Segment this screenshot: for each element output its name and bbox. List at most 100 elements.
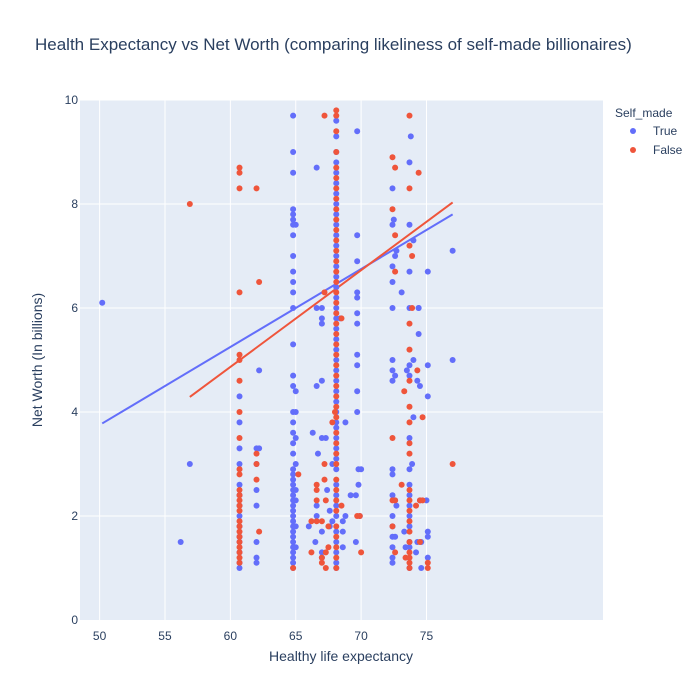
legend-label-false: False [653,143,683,157]
point-false [295,471,302,478]
point-false [236,164,243,171]
point-true [416,383,423,389]
point-true [389,471,396,478]
point-false [419,497,426,504]
point-false [318,518,325,525]
point-false [333,107,340,114]
point-false [313,481,320,488]
point-true [424,393,431,400]
point-false [333,331,340,337]
point-true [290,533,297,540]
point-false [236,544,243,551]
point-false [236,377,243,384]
point-true [389,492,396,499]
point-true [313,513,320,519]
point-true [389,466,396,473]
point-true [236,565,243,571]
point-false [333,299,340,306]
point-false [313,497,320,504]
point-true [292,523,299,530]
point-true [99,299,106,306]
point-false [325,544,332,551]
point-true [256,367,263,374]
point-false [406,507,413,514]
point-true [305,523,312,530]
point-false [236,487,243,493]
point-true [406,362,413,369]
point-false [356,513,363,519]
legend-title: Self_made [615,106,673,120]
point-true [290,253,297,259]
point-true [324,487,331,493]
legend-marker-true [630,128,636,134]
point-false [416,539,423,545]
point-false [236,289,243,296]
point-true [236,445,243,452]
point-true [333,284,340,291]
point-false [253,185,260,192]
point-true [290,513,297,519]
point-true [292,487,299,493]
point-true [389,279,396,285]
point-true [322,435,329,441]
x-axis-title: Healthy life expectancy [269,648,413,664]
point-true [398,289,405,296]
point-true [449,357,456,363]
point-true [333,455,340,462]
point-true [318,528,325,535]
point-false [313,487,320,493]
point-false [333,476,340,483]
point-true [406,544,413,551]
point-true [354,232,361,239]
point-true [290,502,297,509]
point-false [331,409,338,415]
point-false [424,565,431,571]
point-true [333,377,340,384]
point-false [325,523,332,530]
point-true [392,372,399,379]
point-true [401,528,408,535]
point-true [333,201,340,207]
point-false [333,544,340,551]
point-true [333,367,340,374]
point-false [333,341,340,348]
point-true [290,539,297,545]
y-axis-ticks: 0 2 4 6 8 10 [65,93,79,627]
point-false [333,289,340,296]
point-true [333,253,340,259]
point-false [401,388,408,395]
point-false [236,533,243,540]
point-true [406,481,413,488]
point-false [392,268,399,275]
point-false [409,253,416,259]
point-true [333,180,340,187]
point-true [292,435,299,441]
point-false [389,435,396,441]
point-false [406,377,413,384]
point-false [333,112,340,119]
point-true [403,367,410,374]
point-false [253,450,260,457]
point-false [256,528,263,535]
point-false [333,565,340,571]
point-false [333,247,340,254]
point-false [419,414,426,421]
point-true [290,112,297,119]
point-true [318,315,325,322]
point-true [389,554,396,561]
point-false [415,169,422,176]
point-false [392,164,399,171]
point-true [177,539,184,545]
point-false [321,289,328,296]
point-false [329,419,336,426]
point-true [352,492,359,499]
point-false [321,476,328,483]
point-true [333,445,340,452]
point-true [414,377,421,384]
point-true [339,518,346,525]
point-false [236,539,243,545]
point-false [406,554,413,561]
point-false [406,565,413,571]
point-true [253,559,260,566]
point-true [290,466,297,473]
